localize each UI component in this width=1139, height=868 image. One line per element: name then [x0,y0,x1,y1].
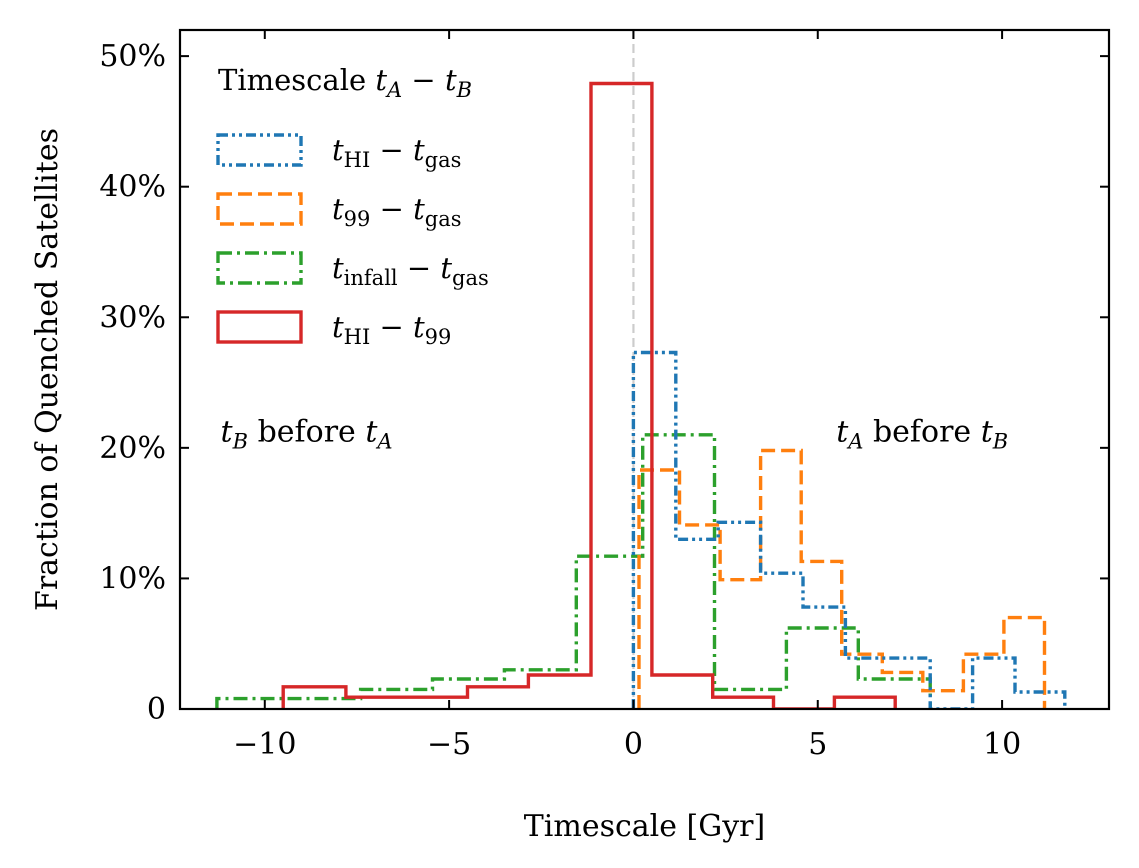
plot-frame [178,28,1111,711]
x-tick-label: 0 [624,727,643,762]
x-tick-label: 10 [983,727,1021,762]
y-tick-label: 20% [99,431,166,466]
histogram-series-tHI-t99 [281,81,897,709]
legend-label-tinfall-tgas: tinfall − tgas [332,251,489,290]
legend-swatch-tinfall-tgas [216,251,303,285]
legend: Timescale tA − tB tHI − tgas t99 − tgas tin… [216,63,489,349]
y-tick-label: 50% [99,39,166,74]
histogram-series-t99-tgas [637,448,1047,709]
legend-swatch-tHI-tgas [216,133,303,167]
legend-label-t99-tgas: t99 − tgas [332,192,462,231]
legend-label-tHI-tgas: tHI − tgas [332,133,461,172]
x-axis-label: Timescale [Gyr] [524,809,765,844]
y-tick-label: 0 [147,692,166,727]
y-axis-label: Fraction of Quenched Satellites [30,128,65,611]
y-tick-label: 30% [99,300,166,335]
legend-title: Timescale tA − tB [218,63,472,102]
y-tick-label: 10% [99,561,166,596]
annotation-1: tA before tB [836,414,1008,453]
x-tick-label: −5 [427,727,471,762]
annotation-0: tB before tA [221,414,393,453]
legend-swatch-tHI-t99 [216,310,303,344]
x-tick-label: 5 [808,727,827,762]
legend-label-tHI-t99: tHI − t99 [332,310,451,349]
histogram-series-tinfall-tgas [215,433,932,709]
x-tick-label: −10 [233,727,296,762]
y-tick-label: 40% [99,170,166,205]
legend-swatch-t99-tgas [216,192,303,226]
